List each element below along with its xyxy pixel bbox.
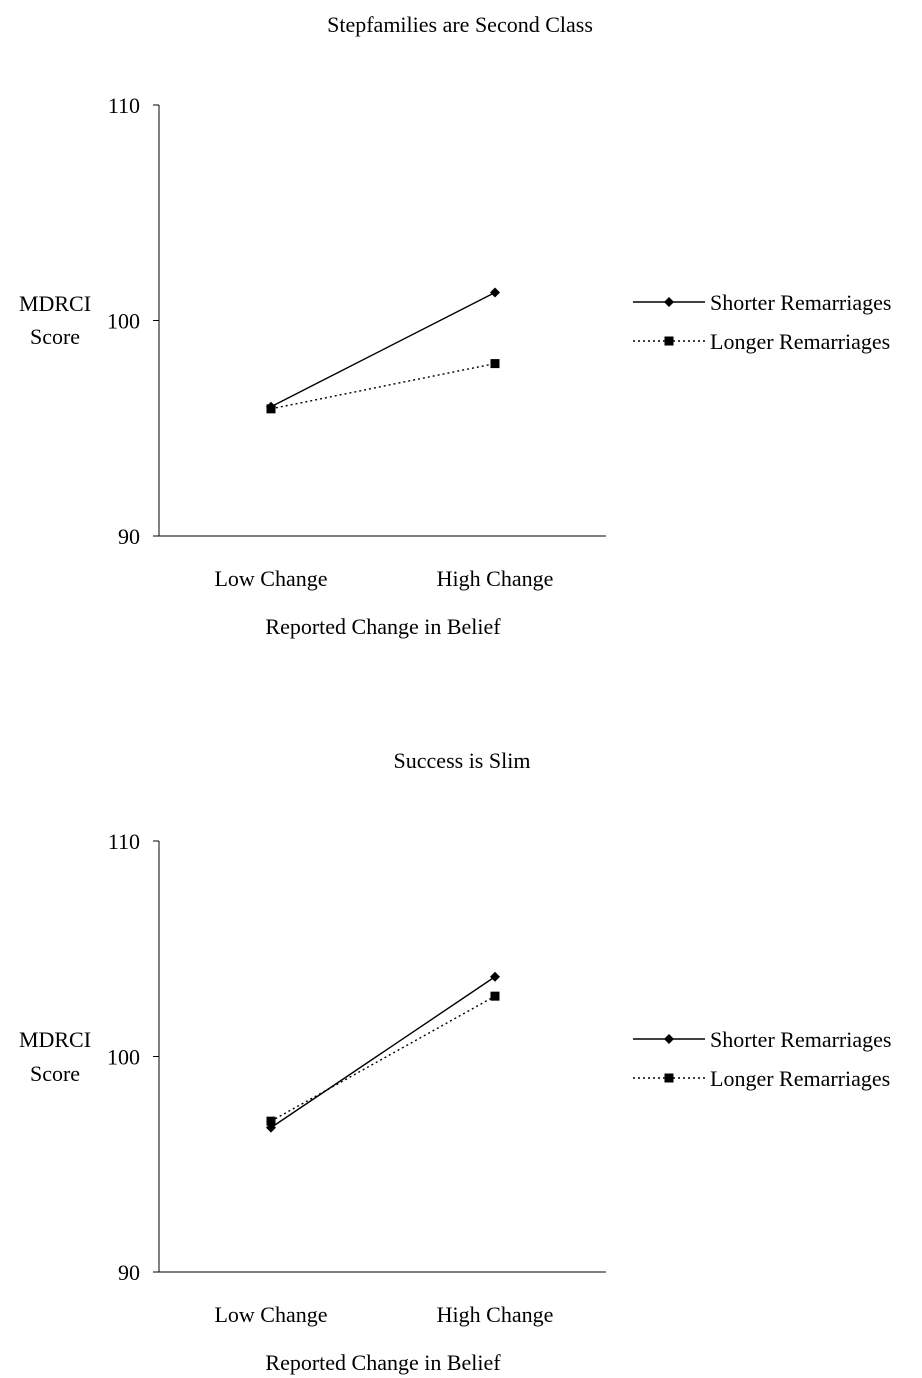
data-point-longer-1 — [490, 359, 500, 369]
x-tick-label: High Change — [437, 1302, 554, 1327]
x-tick-label: Low Change — [214, 566, 327, 591]
y-tick-label: 90 — [118, 524, 140, 549]
legend-swatch-shorter — [633, 297, 705, 307]
legend-label-shorter: Shorter Remarriages — [710, 290, 891, 315]
data-point-shorter-1 — [490, 971, 500, 982]
legend-marker — [664, 1073, 674, 1083]
legend-swatch-longer — [633, 1073, 705, 1083]
plot-series — [266, 971, 500, 1133]
legend: Shorter Remarriages Longer Remarriages — [633, 1027, 891, 1091]
chart-title: Stepfamilies are Second Class — [327, 12, 593, 37]
y-axis-label-line1: MDRCI — [19, 291, 91, 316]
y-axis-label-line2: Score — [30, 324, 80, 349]
series-line-longer — [270, 995, 496, 1122]
y-tick-label: 110 — [108, 93, 140, 118]
legend: Shorter Remarriages Longer Remarriages — [633, 290, 891, 354]
chart-1: Stepfamilies are Second Class 90 100 110… — [19, 12, 892, 639]
y-tick-marks — [153, 104, 159, 537]
legend-marker — [664, 1034, 674, 1044]
chart-2: Success is Slim 90 100 110 MDRCI Score L… — [19, 748, 892, 1375]
data-point-longer-0 — [266, 404, 276, 414]
legend-label-longer: Longer Remarriages — [710, 329, 890, 354]
legend-marker — [664, 336, 674, 346]
y-tick-label: 110 — [108, 829, 140, 854]
x-axis-label: Reported Change in Belief — [265, 1350, 501, 1375]
legend-swatch-longer — [633, 336, 705, 346]
y-tick-marks — [153, 840, 159, 1273]
y-tick-label: 100 — [107, 1045, 140, 1070]
series-line-longer — [270, 362, 496, 410]
x-tick-label: Low Change — [214, 1302, 327, 1327]
x-axis-label: Reported Change in Belief — [265, 614, 501, 639]
y-tick-label: 90 — [118, 1260, 140, 1285]
data-point-longer-1 — [490, 991, 500, 1001]
x-tick-label: High Change — [437, 566, 554, 591]
chart-title: Success is Slim — [394, 748, 531, 773]
data-point-longer-0 — [266, 1116, 276, 1126]
y-axis-label-line2: Score — [30, 1061, 80, 1086]
series-line-shorter — [270, 291, 496, 408]
legend-marker — [664, 297, 674, 307]
plot-series — [266, 287, 500, 414]
y-tick-label: 100 — [107, 309, 140, 334]
legend-label-longer: Longer Remarriages — [710, 1066, 890, 1091]
y-axis-label-line1: MDRCI — [19, 1027, 91, 1052]
data-point-shorter-1 — [490, 287, 500, 298]
legend-swatch-shorter — [633, 1034, 705, 1044]
series-line-shorter — [270, 976, 496, 1129]
legend-label-shorter: Shorter Remarriages — [710, 1027, 891, 1052]
